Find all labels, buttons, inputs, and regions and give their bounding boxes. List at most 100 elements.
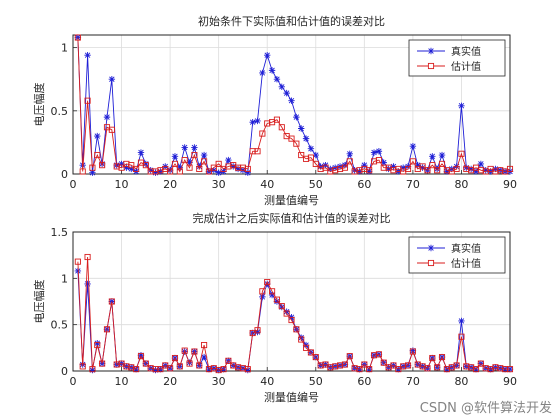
legend-marker-square bbox=[427, 62, 435, 70]
data-point bbox=[128, 165, 135, 173]
data-point bbox=[434, 167, 441, 174]
data-point bbox=[458, 102, 465, 109]
data-point bbox=[133, 366, 140, 373]
data-point bbox=[128, 162, 135, 169]
data-point bbox=[472, 366, 480, 373]
data-point bbox=[142, 160, 150, 168]
data-point bbox=[429, 162, 436, 169]
data-point bbox=[288, 97, 295, 104]
data-point bbox=[186, 159, 193, 166]
data-point bbox=[453, 165, 460, 172]
data-point bbox=[273, 76, 281, 83]
data-point bbox=[429, 354, 436, 362]
data-point bbox=[89, 164, 96, 171]
data-point bbox=[370, 149, 378, 156]
x-tick-label: 50 bbox=[309, 178, 323, 191]
data-point bbox=[312, 354, 319, 361]
y-tick-label: 0.5 bbox=[51, 105, 69, 118]
y-tick-label: 0.5 bbox=[51, 319, 69, 332]
data-point bbox=[298, 334, 305, 341]
data-point bbox=[429, 153, 436, 160]
data-point bbox=[74, 267, 82, 275]
data-point bbox=[293, 326, 300, 333]
data-point bbox=[118, 160, 125, 168]
x-tick-label: 0 bbox=[70, 178, 77, 191]
data-point bbox=[215, 169, 222, 176]
data-point bbox=[118, 164, 125, 171]
data-point bbox=[259, 293, 266, 301]
data-point bbox=[230, 163, 237, 170]
data-point bbox=[283, 308, 290, 315]
data-point bbox=[433, 165, 441, 173]
y-tick-label: 0 bbox=[61, 365, 68, 378]
data-point bbox=[171, 354, 179, 362]
data-point bbox=[157, 366, 164, 373]
y-tick-label: 1 bbox=[61, 42, 68, 55]
data-point bbox=[341, 164, 348, 171]
data-point bbox=[273, 116, 280, 123]
data-point bbox=[302, 135, 310, 142]
legend-box bbox=[408, 39, 506, 77]
data-point bbox=[234, 165, 242, 173]
data-point bbox=[196, 362, 203, 369]
data-point bbox=[249, 118, 256, 126]
data-point bbox=[322, 164, 329, 171]
x-tick-label: 70 bbox=[406, 178, 420, 191]
x-tick-label: 40 bbox=[260, 375, 274, 388]
legend-label: 估计值 bbox=[451, 60, 481, 73]
data-point bbox=[409, 158, 416, 165]
data-point bbox=[142, 360, 149, 367]
data-point bbox=[482, 167, 489, 174]
data-point bbox=[283, 310, 290, 317]
x-tick-label: 60 bbox=[357, 375, 371, 388]
data-point bbox=[89, 169, 96, 176]
data-point bbox=[351, 167, 358, 174]
x-tick-label: 10 bbox=[115, 178, 129, 191]
data-point bbox=[453, 362, 460, 369]
data-point bbox=[210, 164, 217, 171]
data-point bbox=[278, 303, 285, 310]
data-point bbox=[133, 165, 140, 172]
data-point bbox=[215, 160, 222, 167]
x-axis-label: 测量值编号 bbox=[264, 390, 319, 404]
data-point bbox=[390, 362, 397, 369]
axes-frame bbox=[72, 34, 511, 175]
data-point bbox=[84, 253, 91, 261]
data-point bbox=[74, 258, 81, 265]
data-point bbox=[361, 161, 368, 169]
x-tick-label: 40 bbox=[260, 178, 274, 191]
data-point bbox=[414, 161, 421, 169]
data-point bbox=[176, 168, 183, 175]
data-point bbox=[385, 165, 392, 173]
data-point bbox=[94, 340, 101, 347]
data-point bbox=[438, 160, 446, 167]
data-point bbox=[166, 167, 174, 174]
data-point bbox=[477, 160, 485, 168]
data-point bbox=[225, 156, 232, 164]
series-estimated bbox=[74, 34, 514, 175]
y-axis-label: 电压幅度 bbox=[32, 83, 46, 127]
axes-frame bbox=[72, 231, 511, 372]
chart-panel-1: 0 10 20 30 40 50 60 70 80 90 0 0.5 1 初始条件下实际值和估计值的误差对… bbox=[32, 14, 517, 207]
y-axis-label: 电压幅度 bbox=[32, 280, 46, 324]
data-point bbox=[346, 353, 353, 360]
x-tick-label: 10 bbox=[115, 375, 129, 388]
data-point bbox=[506, 165, 514, 172]
data-point bbox=[152, 169, 159, 176]
data-point bbox=[273, 298, 281, 305]
data-point bbox=[108, 298, 115, 305]
data-point bbox=[268, 67, 276, 74]
data-point bbox=[307, 145, 315, 152]
data-point bbox=[288, 135, 295, 142]
data-point bbox=[220, 366, 227, 373]
data-point bbox=[419, 163, 426, 170]
data-point bbox=[103, 113, 111, 121]
x-tick-label: 60 bbox=[357, 178, 371, 191]
data-point bbox=[298, 151, 305, 159]
x-tick-label: 30 bbox=[212, 178, 226, 191]
x-tick-label: 50 bbox=[309, 375, 323, 388]
legend-label: 估计值 bbox=[451, 257, 481, 270]
data-point bbox=[259, 288, 266, 295]
